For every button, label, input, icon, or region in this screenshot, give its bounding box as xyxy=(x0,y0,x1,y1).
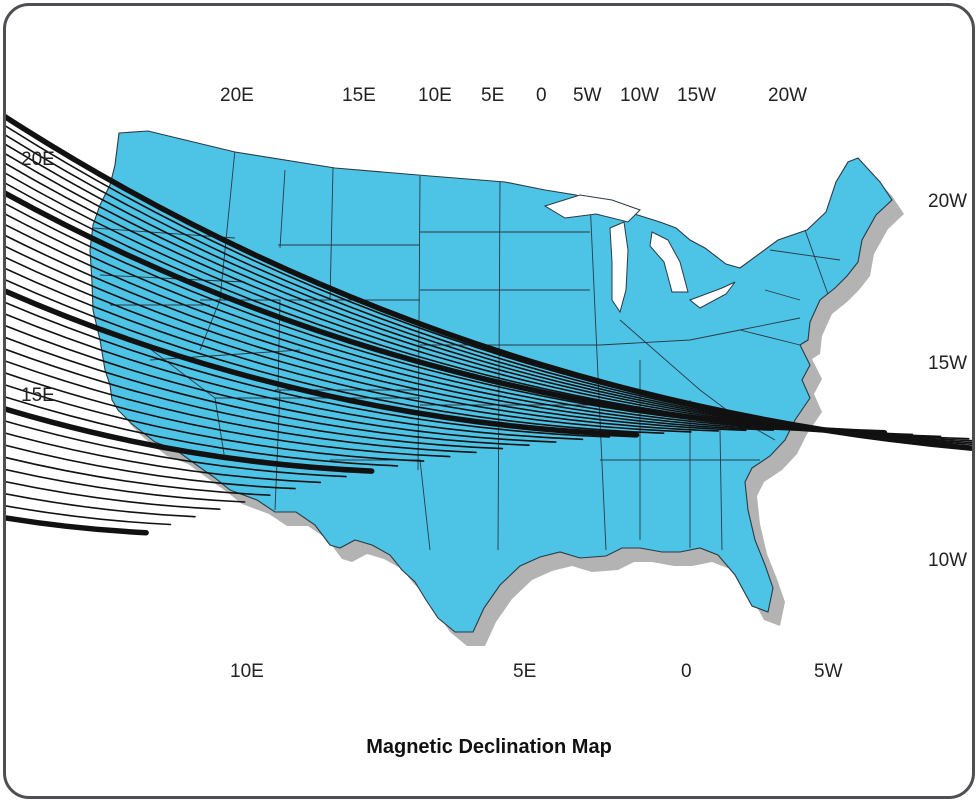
bottom-label-10e: 10E xyxy=(230,661,264,682)
state-border xyxy=(764,289,801,301)
isogonic-lines xyxy=(6,114,972,536)
state-border xyxy=(274,389,281,511)
lake-michigan xyxy=(609,221,629,314)
isogonic-line-minor xyxy=(6,468,246,503)
right-label-20w: 20W xyxy=(928,191,968,212)
isogonic-line-minor xyxy=(6,325,557,443)
isogonic-line-minor xyxy=(6,153,972,442)
isogonic-line-minor xyxy=(6,493,196,518)
state-border xyxy=(769,249,841,261)
isogonic-line-minor xyxy=(6,372,451,458)
isogonic-line-minor xyxy=(6,172,942,438)
isogonic-line-minor xyxy=(6,384,425,462)
isogonic-line-minor xyxy=(6,182,914,436)
isogonic-line-minor xyxy=(6,256,720,432)
isogonic-line-minor xyxy=(6,213,830,432)
lake-superior xyxy=(543,194,641,223)
isogonic-line-minor xyxy=(6,480,221,510)
top-label-5w: 5W xyxy=(573,85,602,106)
isogonic-line-minor xyxy=(6,505,172,526)
state-border xyxy=(599,317,801,346)
isogonic-line-minor xyxy=(6,301,611,438)
lake-erie xyxy=(689,281,736,309)
state-border xyxy=(279,169,286,249)
isogonic-line-minor xyxy=(6,444,296,490)
left-label-20e: 20E xyxy=(21,149,55,170)
isogonic-line-major xyxy=(6,190,888,436)
isogonic-line-minor xyxy=(6,348,504,450)
isogonic-line-minor xyxy=(6,245,747,432)
isogonic-line-minor xyxy=(6,396,399,467)
isogonic-line-minor xyxy=(6,279,665,434)
isogonic-line-minor xyxy=(6,234,775,431)
isogonic-line-minor xyxy=(6,313,584,441)
isogonic-line-minor xyxy=(6,143,972,444)
top-label-15e: 15E xyxy=(342,85,376,106)
isogonic-line-minor xyxy=(6,224,802,431)
bottom-label-5e: 5E xyxy=(513,661,537,682)
isogonic-line-minor xyxy=(6,420,347,478)
top-label-20e: 20E xyxy=(220,85,254,106)
right-label-15w: 15W xyxy=(928,353,968,374)
isogonic-line-minor xyxy=(6,267,692,433)
top-label-0: 0 xyxy=(536,85,547,106)
state-border xyxy=(330,459,431,551)
map-title: Magnetic Declination Map xyxy=(366,736,612,758)
left-label-15e: 15E xyxy=(21,385,55,406)
isogonic-line-minor xyxy=(6,360,477,454)
right-label-10w: 10W xyxy=(928,550,968,571)
top-label-10e: 10E xyxy=(418,85,452,106)
top-label-15w: 15W xyxy=(677,85,717,106)
state-border xyxy=(804,229,831,301)
lake-huron xyxy=(649,231,689,293)
isogonic-line-minor xyxy=(6,336,530,446)
map-frame: 20E 15E 10E 5E 0 5W 10W 15W 20W 20E 15E … xyxy=(3,3,975,799)
state-border xyxy=(329,167,334,301)
isogonic-line-minor xyxy=(6,203,858,433)
isogonic-line-minor xyxy=(6,162,970,440)
isogonic-line-minor xyxy=(6,456,271,496)
isogonic-line-major xyxy=(6,114,972,451)
top-label-5e: 5E xyxy=(481,85,505,106)
bottom-label-0: 0 xyxy=(681,661,692,682)
isogonic-line-major xyxy=(6,288,640,438)
declination-map xyxy=(6,114,972,646)
bottom-label-5w: 5W xyxy=(814,661,843,682)
top-label-10w: 10W xyxy=(620,85,660,106)
isogonic-line-minor xyxy=(6,432,322,484)
top-label-20w: 20W xyxy=(768,85,808,106)
isogonic-line-major xyxy=(6,406,375,474)
state-border xyxy=(719,429,723,551)
state-border xyxy=(99,274,246,283)
state-border xyxy=(739,329,801,346)
